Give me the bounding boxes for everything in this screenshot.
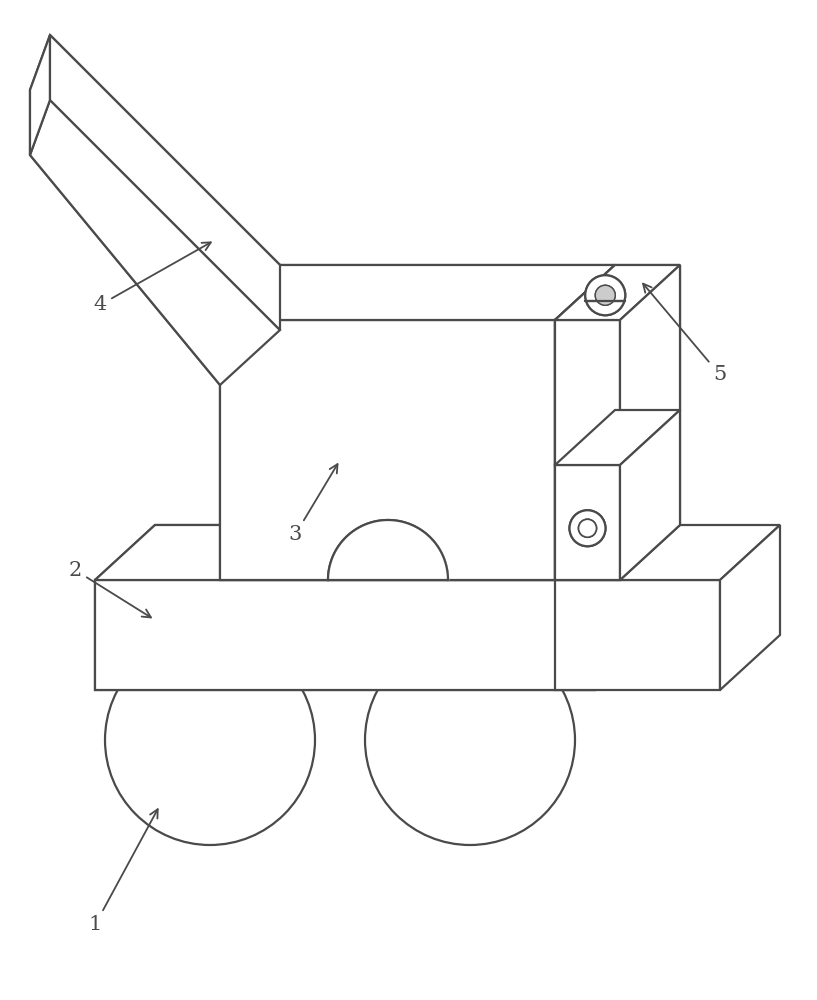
Circle shape <box>365 635 575 845</box>
Text: 2: 2 <box>69 560 151 617</box>
Polygon shape <box>555 410 680 465</box>
Polygon shape <box>50 35 280 330</box>
Polygon shape <box>555 525 780 580</box>
Polygon shape <box>30 35 280 320</box>
Polygon shape <box>555 320 620 465</box>
Polygon shape <box>220 265 615 320</box>
Circle shape <box>585 275 625 315</box>
Circle shape <box>569 510 605 546</box>
Text: 5: 5 <box>643 284 726 384</box>
Text: 1: 1 <box>88 809 158 934</box>
Polygon shape <box>555 465 620 580</box>
Circle shape <box>578 519 596 537</box>
Polygon shape <box>555 265 680 320</box>
Polygon shape <box>30 90 220 385</box>
Circle shape <box>596 285 615 305</box>
Polygon shape <box>620 410 680 580</box>
Circle shape <box>578 519 596 537</box>
Polygon shape <box>30 100 280 385</box>
Polygon shape <box>595 525 655 690</box>
Circle shape <box>596 285 615 305</box>
Circle shape <box>105 635 315 845</box>
Polygon shape <box>555 265 615 580</box>
Polygon shape <box>555 410 680 465</box>
Polygon shape <box>555 265 615 580</box>
Polygon shape <box>555 265 680 320</box>
Polygon shape <box>620 410 680 580</box>
Circle shape <box>569 510 605 546</box>
Polygon shape <box>620 265 680 465</box>
Polygon shape <box>220 265 615 320</box>
Polygon shape <box>220 320 555 580</box>
Polygon shape <box>95 525 655 580</box>
Polygon shape <box>555 320 620 465</box>
Polygon shape <box>620 265 680 465</box>
Text: 4: 4 <box>93 242 211 314</box>
Text: 3: 3 <box>288 464 337 544</box>
Polygon shape <box>95 525 655 580</box>
Circle shape <box>585 275 625 315</box>
Polygon shape <box>220 320 555 580</box>
Polygon shape <box>95 580 595 690</box>
Polygon shape <box>30 35 50 155</box>
Polygon shape <box>720 525 780 690</box>
Polygon shape <box>555 465 620 580</box>
Polygon shape <box>95 580 595 690</box>
Polygon shape <box>555 580 720 690</box>
Polygon shape <box>595 525 655 690</box>
